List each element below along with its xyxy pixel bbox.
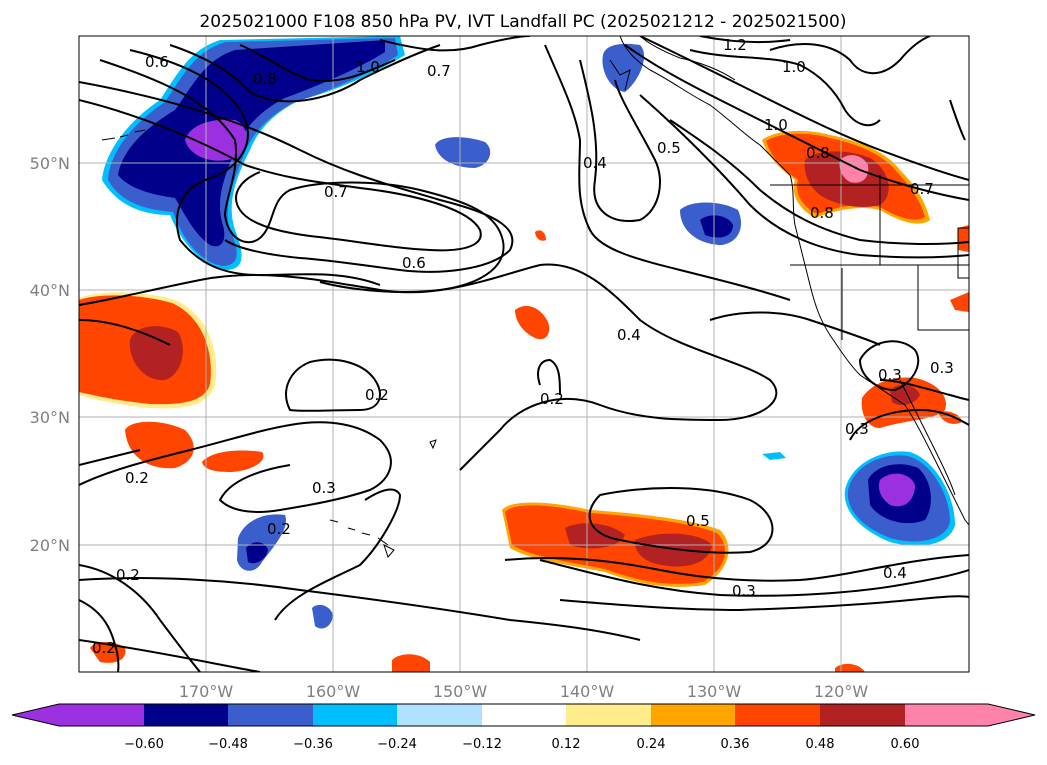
map-frame (78, 35, 970, 673)
svg-text:0.7: 0.7 (910, 180, 934, 198)
colorbar-segment (735, 704, 820, 726)
svg-text:0.2: 0.2 (116, 566, 140, 584)
colorbar-tick: 0.12 (552, 737, 581, 752)
colorbar-tick: −0.36 (293, 737, 333, 752)
lat-label: 50°N (30, 154, 70, 173)
lat-label: 40°N (30, 281, 70, 300)
lon-label: 170°W (179, 682, 234, 701)
colorbar-segment (397, 704, 482, 726)
colorbar-segment (905, 704, 988, 726)
colorbar-extend-min (12, 704, 59, 726)
svg-text:0.2: 0.2 (540, 390, 564, 408)
svg-text:0.6: 0.6 (402, 254, 426, 272)
svg-text:1.0: 1.0 (356, 58, 380, 76)
svg-text:0.3: 0.3 (845, 420, 869, 438)
colorbar-segment (59, 704, 144, 726)
lat-label: 20°N (30, 536, 70, 555)
lat-label: 30°N (30, 408, 70, 427)
svg-text:1.0: 1.0 (782, 58, 806, 76)
svg-text:0.7: 0.7 (427, 62, 451, 80)
svg-text:1.0: 1.0 (764, 116, 788, 134)
svg-text:0.4: 0.4 (583, 154, 607, 172)
latitude-labels: 50°N 40°N 30°N 20°N (30, 154, 70, 555)
svg-text:0.3: 0.3 (930, 359, 954, 377)
colorbar-segment (228, 704, 313, 726)
svg-text:0.2: 0.2 (365, 386, 389, 404)
map-title: 2025021000 F108 850 hPa PV, IVT Landfall… (199, 12, 846, 32)
svg-text:0.2: 0.2 (267, 520, 291, 538)
svg-text:0.5: 0.5 (686, 512, 710, 530)
colorbar-segment (482, 704, 566, 726)
map-area: 0.6 0.8 1.0 0.7 1.2 1.0 1.0 0.4 0.5 0.8 … (78, 35, 970, 673)
colorbar-tick: −0.48 (208, 737, 248, 752)
svg-text:0.8: 0.8 (806, 144, 830, 162)
colorbar-segment (144, 704, 228, 726)
colorbar-tick: 0.24 (637, 737, 666, 752)
colorbar-tick: 0.60 (891, 737, 920, 752)
colorbar-segment (313, 704, 397, 726)
colorbar-tick: −0.60 (124, 737, 164, 752)
svg-text:0.3: 0.3 (878, 366, 902, 384)
svg-text:0.3: 0.3 (732, 582, 756, 600)
colorbar-segment (566, 704, 651, 726)
lon-label: 160°W (306, 682, 361, 701)
colorbar-tick: 0.48 (806, 737, 835, 752)
colorbar-tick: −0.24 (377, 737, 417, 752)
lon-label: 150°W (433, 682, 488, 701)
colorbar: −0.60 −0.48 −0.36 −0.24 −0.12 0.12 0.24 … (11, 703, 1036, 752)
lon-label: 140°W (560, 682, 615, 701)
svg-text:0.6: 0.6 (145, 53, 169, 71)
svg-text:1.2: 1.2 (723, 36, 747, 54)
contour-labels: 0.6 0.8 1.0 0.7 1.2 1.0 1.0 0.4 0.5 0.8 … (92, 36, 954, 657)
svg-text:0.4: 0.4 (883, 564, 907, 582)
svg-text:0.2: 0.2 (92, 639, 116, 657)
svg-text:0.8: 0.8 (810, 204, 834, 222)
lon-label: 120°W (814, 682, 869, 701)
svg-text:0.2: 0.2 (125, 469, 149, 487)
svg-text:0.5: 0.5 (657, 139, 681, 157)
colorbar-extend-max (988, 704, 1035, 726)
svg-text:0.3: 0.3 (312, 479, 336, 497)
colorbar-tick: −0.12 (462, 737, 502, 752)
svg-text:0.7: 0.7 (324, 183, 348, 201)
svg-text:0.4: 0.4 (617, 326, 641, 344)
coastlines (101, 36, 969, 558)
colorbar-segment (820, 704, 905, 726)
gridlines (79, 36, 969, 672)
longitude-labels: 170°W 160°W 150°W 140°W 130°W 120°W (179, 682, 869, 701)
colorbar-segment (651, 704, 735, 726)
svg-text:0.8: 0.8 (253, 70, 277, 88)
colorbar-tick: 0.36 (721, 737, 750, 752)
lon-label: 130°W (687, 682, 742, 701)
